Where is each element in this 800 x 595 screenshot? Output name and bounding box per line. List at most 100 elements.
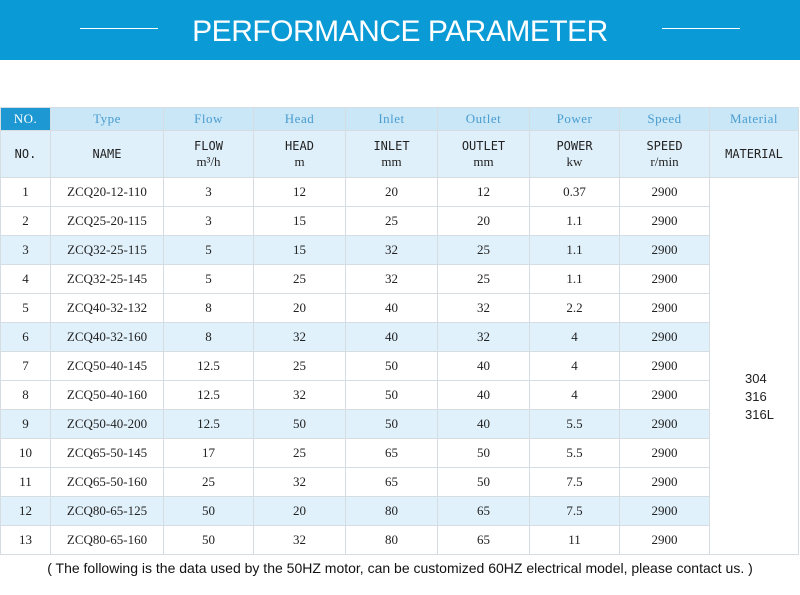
table-cell: ZCQ40-32-132 — [50, 293, 164, 323]
header-detail-cell: OUTLET mm — [437, 130, 530, 178]
material-item: 316L — [745, 407, 774, 422]
header-unit: mm — [473, 154, 494, 169]
material-item: 304 — [745, 371, 767, 386]
table-cell: 32 — [253, 467, 346, 497]
table-cell: 1 — [0, 177, 51, 207]
performance-table: NO. Type Flow Head Inlet Outlet Power Speed Mate… — [0, 107, 799, 555]
table-cell: 5 — [163, 264, 254, 294]
table-cell: 40 — [437, 380, 530, 410]
header-detail-cell: MATERIAL — [709, 130, 799, 178]
header-detail-cell: NO. — [0, 130, 51, 178]
table-cell: 2900 — [619, 206, 710, 236]
table-cell: 65 — [345, 467, 438, 497]
table-cell: 50 — [437, 467, 530, 497]
table-cell: 65 — [437, 496, 530, 526]
table-cell: ZCQ50-40-200 — [50, 409, 164, 439]
table-cell: 8 — [163, 322, 254, 352]
table-cell: 4 — [529, 351, 620, 381]
table-cell: ZCQ65-50-145 — [50, 438, 164, 468]
table-cell: 1.1 — [529, 264, 620, 294]
table-cell: 10 — [0, 438, 51, 468]
header-label: POWER — [556, 139, 593, 153]
header-en-cell: Head — [253, 107, 346, 131]
header-unit: mm — [381, 154, 402, 169]
footer-note: ( The following is the data used by the … — [47, 560, 753, 576]
table-cell: 65 — [437, 525, 530, 555]
table-row: 8 ZCQ50-40-160 12.5 32 50 40 4 2900 — [0, 380, 799, 410]
table-cell: 3 — [163, 206, 254, 236]
table-cell: 32 — [437, 322, 530, 352]
table-cell: 12 — [437, 177, 530, 207]
header-en-cell: Speed — [619, 107, 710, 131]
table-cell: 7 — [0, 351, 51, 381]
header-label: HEAD — [285, 139, 314, 153]
header-unit: r/min — [650, 154, 679, 169]
table-cell: 2900 — [619, 380, 710, 410]
table-cell: 32 — [253, 322, 346, 352]
table-cell: 2900 — [619, 496, 710, 526]
table-cell: 11 — [529, 525, 620, 555]
page-title: PERFORMANCE PARAMETER — [192, 15, 608, 48]
header-label: SPEED — [646, 139, 683, 153]
table-row: 4 ZCQ32-25-145 5 25 32 25 1.1 2900 — [0, 264, 799, 294]
table-cell: 25 — [437, 235, 530, 265]
table-cell: 25 — [163, 467, 254, 497]
table-cell: 25 — [253, 351, 346, 381]
table-cell: 1.1 — [529, 235, 620, 265]
table-cell: 2.2 — [529, 293, 620, 323]
table-cell: ZCQ25-20-115 — [50, 206, 164, 236]
header-row-detail: NO. NAME FLOW m³/h HEAD m INLET mm OUTLET mm POWER… — [0, 130, 799, 178]
table-cell: 50 — [163, 496, 254, 526]
table-cell: 5.5 — [529, 409, 620, 439]
material-cell: 304 316 316L — [709, 177, 799, 555]
table-cell: 20 — [437, 206, 530, 236]
title-banner: PERFORMANCE PARAMETER — [0, 0, 800, 60]
table-row: 11 ZCQ65-50-160 25 32 65 50 7.5 2900 — [0, 467, 799, 497]
table-cell: 65 — [345, 438, 438, 468]
table-cell: 9 — [0, 409, 51, 439]
table-cell: 2 — [0, 206, 51, 236]
header-label: OUTLET — [461, 139, 506, 153]
table-cell: 5 — [163, 235, 254, 265]
header-en-cell: Power — [529, 107, 620, 131]
table-cell: 6 — [0, 322, 51, 352]
header-en-cell: Material — [709, 107, 799, 131]
table-cell: 32 — [437, 293, 530, 323]
header-en-cell: NO. — [0, 107, 51, 131]
table-cell: 7.5 — [529, 467, 620, 497]
table-cell: 50 — [345, 380, 438, 410]
table-cell: 2900 — [619, 351, 710, 381]
table-cell: 5.5 — [529, 438, 620, 468]
table-cell: 32 — [253, 525, 346, 555]
header-en-cell: Flow — [163, 107, 254, 131]
table-row: 7 ZCQ50-40-145 12.5 25 50 40 4 2900 — [0, 351, 799, 381]
table-cell: ZCQ65-50-160 — [50, 467, 164, 497]
table-cell: ZCQ80-65-125 — [50, 496, 164, 526]
table-cell: 2900 — [619, 235, 710, 265]
table-cell: ZCQ20-12-110 — [50, 177, 164, 207]
table-cell: 7.5 — [529, 496, 620, 526]
header-label: FLOW — [194, 139, 223, 153]
table-cell: 2900 — [619, 438, 710, 468]
table-cell: 25 — [253, 438, 346, 468]
table-row: 12 ZCQ80-65-125 50 20 80 65 7.5 2900 — [0, 496, 799, 526]
table-cell: 5 — [0, 293, 51, 323]
table-cell: 40 — [437, 351, 530, 381]
table-cell: 2900 — [619, 467, 710, 497]
table-row: 1 ZCQ20-12-110 3 12 20 12 0.37 2900 304 316 316L — [0, 177, 799, 555]
header-detail-cell: POWER kw — [529, 130, 620, 178]
table-row: 5 ZCQ40-32-132 8 20 40 32 2.2 2900 — [0, 293, 799, 323]
table-cell: 25 — [345, 206, 438, 236]
header-en-cell: Outlet — [437, 107, 530, 131]
table-cell: 2900 — [619, 525, 710, 555]
table-cell: 8 — [163, 293, 254, 323]
table-cell: 2900 — [619, 293, 710, 323]
table-cell: 13 — [0, 525, 51, 555]
material-item: 316 — [745, 389, 767, 404]
header-row-english: NO. Type Flow Head Inlet Outlet Power Speed Mate… — [0, 107, 799, 131]
table-cell: 12.5 — [163, 409, 254, 439]
table-cell: ZCQ32-25-145 — [50, 264, 164, 294]
header-detail-cell: FLOW m³/h — [163, 130, 254, 178]
table-cell: 50 — [345, 351, 438, 381]
header-en-cell: Type — [50, 107, 164, 131]
